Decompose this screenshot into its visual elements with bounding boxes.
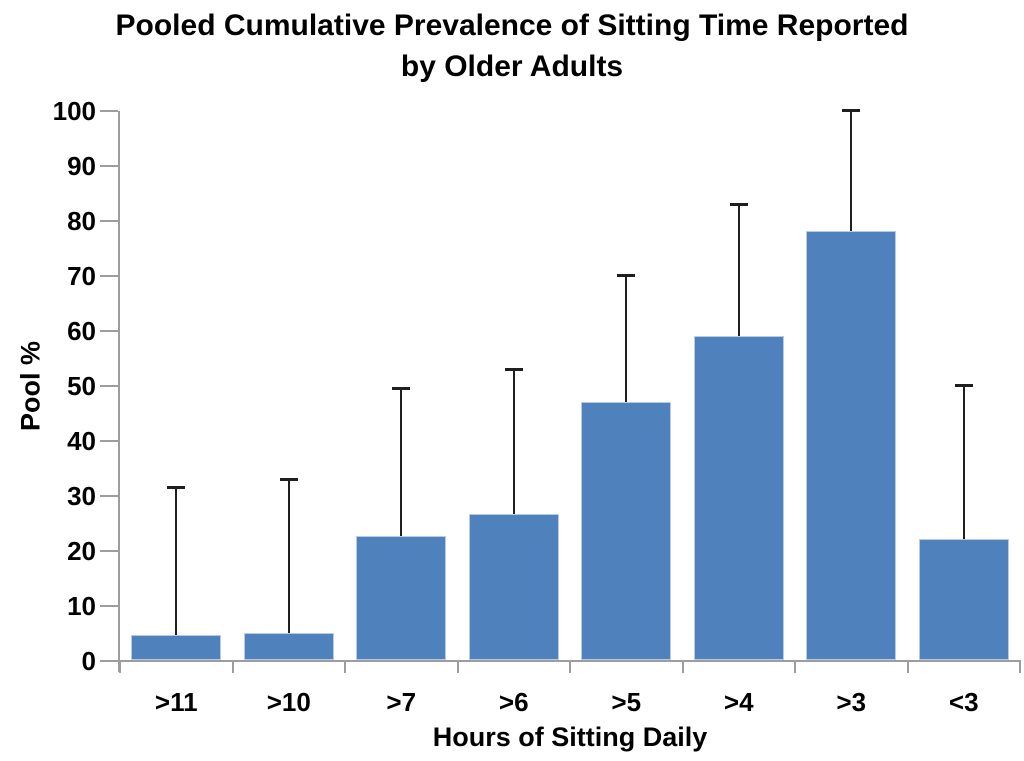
y-axis-tick-mark (100, 385, 118, 387)
y-axis-tick-mark (100, 110, 118, 112)
x-axis-tick-mark (344, 661, 346, 673)
error-bar-cap (504, 367, 523, 371)
chart-title: Pooled Cumulative Prevalence of Sitting … (0, 5, 1024, 87)
y-tick-label: 60 (67, 316, 96, 346)
error-bar-line (625, 275, 628, 402)
chart-title-line-2: by Older Adults (400, 50, 624, 83)
x-axis-tick-mark (906, 661, 909, 673)
error-bar-cap (729, 202, 748, 206)
error-bar-line (287, 478, 290, 633)
x-tick-label: >11 (154, 687, 198, 717)
y-axis-tick-mark (100, 165, 118, 167)
x-tick-label: >3 (836, 687, 867, 717)
bar (356, 536, 447, 660)
error-bar-line (512, 368, 515, 515)
error-bar-line (400, 387, 403, 537)
x-axis-tick-mark (456, 661, 459, 673)
x-tick-label: <3 (948, 687, 979, 717)
error-bar-cap (842, 109, 861, 112)
y-tick-label: 20 (67, 536, 96, 566)
bar (468, 514, 559, 660)
y-axis-tick-mark (100, 495, 118, 497)
bar (131, 635, 222, 660)
x-axis-tick-mark (794, 661, 796, 673)
y-tick-label: 70 (67, 261, 96, 291)
y-tick-label: 90 (67, 151, 96, 181)
x-axis-tick-mark (681, 661, 684, 673)
plot-area: 0 10 20 30 40 50 60 70 80 90 100 >11 >10 >7 >6 >5 >4 >3 <3 (53, 96, 1021, 717)
y-tick-label: 40 (67, 426, 96, 456)
bar (243, 632, 334, 660)
x-tick-label: >7 (386, 687, 417, 717)
x-axis-tick-mark (119, 661, 121, 673)
x-axis-tick-mark (1019, 661, 1021, 673)
x-tick-label: >6 (498, 687, 529, 717)
error-bar-line (850, 110, 853, 231)
error-bar-cap (167, 485, 186, 489)
error-bar-line (175, 486, 178, 636)
error-bar-cap (954, 384, 973, 387)
bar (581, 401, 672, 660)
y-axis-tick-mark (100, 660, 118, 662)
x-axis-title: Hours of Sitting Daily (432, 722, 708, 752)
y-tick-label: 0 (81, 646, 96, 676)
bar (693, 335, 784, 660)
x-axis-tick-mark (231, 661, 234, 673)
bar (806, 231, 897, 660)
x-tick-label: >10 (266, 687, 311, 717)
x-tick-label: >4 (723, 687, 754, 717)
y-axis-tick-mark (100, 440, 118, 442)
y-tick-label: 10 (67, 591, 96, 621)
y-tick-label: 80 (67, 206, 96, 236)
y-tick-label: 100 (52, 96, 96, 126)
error-bar-line (737, 203, 740, 336)
y-axis-tick-mark (100, 330, 118, 332)
chart-title-line-1: Pooled Cumulative Prevalence of Sitting … (115, 9, 909, 42)
error-bar-line (962, 385, 965, 539)
y-axis-line (118, 111, 120, 672)
x-tick-label: >5 (611, 687, 642, 717)
error-bar-cap (617, 274, 636, 277)
y-axis-tick-mark (100, 550, 118, 552)
y-axis-tick-mark (100, 275, 118, 277)
y-tick-label: 30 (67, 481, 96, 511)
x-axis-tick-mark (569, 661, 571, 673)
bar (918, 539, 1009, 660)
error-bar-cap (279, 477, 298, 481)
y-axis-tick-mark (100, 220, 118, 222)
y-axis-tick-mark (100, 605, 118, 607)
y-tick-label: 50 (67, 371, 96, 401)
error-bar-cap (392, 386, 411, 390)
